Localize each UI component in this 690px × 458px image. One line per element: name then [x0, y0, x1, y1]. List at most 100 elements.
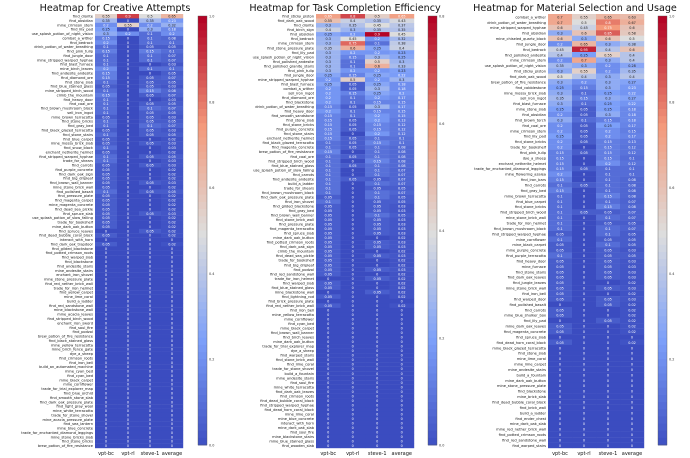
cell-value-label: 0.03	[168, 164, 176, 168]
cell-value-label: 0	[401, 363, 403, 367]
heatmap-cell	[340, 50, 366, 55]
cell-value-label: 0.05	[324, 241, 332, 245]
cell-value-label: 0.07	[168, 58, 176, 62]
colorbar-segment	[428, 309, 437, 317]
colorbar-segment	[428, 166, 437, 174]
cell-value-label: 0.2	[375, 132, 380, 136]
heatmap-cell	[572, 122, 597, 129]
row-label: find_purple_concrete	[276, 128, 314, 132]
heatmap-cell	[365, 158, 390, 164]
cell-value-label: 0	[127, 352, 129, 356]
heatmap-cell	[139, 206, 162, 212]
colorbar-segment	[198, 94, 207, 103]
heatmap-cell	[389, 267, 415, 272]
heatmap-cell	[596, 312, 621, 318]
heatmap-cell	[620, 30, 645, 36]
heatmap-cell	[95, 399, 118, 405]
heatmap-cell	[596, 73, 621, 80]
heatmap-cell	[139, 369, 162, 374]
row-label: find_brown_mushroom_block	[494, 227, 547, 231]
heatmap-cell	[389, 312, 415, 318]
row-label: mine_blue_concrete	[57, 427, 94, 431]
heatmap-cell	[340, 420, 366, 426]
heatmap-cell	[389, 23, 415, 28]
cell-value-label: 0.02	[628, 308, 636, 312]
cell-value-label: 0.1	[557, 184, 562, 188]
colorbar-segment	[658, 302, 667, 310]
row-label: find_black_glazed_terracotta	[41, 128, 93, 132]
heatmap-cell	[95, 189, 118, 194]
cell-value-label: 0.3	[375, 87, 380, 91]
cell-value-label: 0	[352, 173, 354, 177]
row-label: find_dead_horn_coral_block	[496, 341, 546, 345]
heatmap-cell	[572, 339, 597, 346]
heatmap-cell	[389, 221, 415, 227]
colorbar-segment	[198, 159, 207, 167]
heatmap-cell	[596, 350, 621, 356]
heatmap-cell	[316, 41, 341, 46]
cell-value-label: 0	[105, 304, 107, 308]
cell-value-label: 0.15	[102, 36, 110, 40]
cell-value-label: 0.02	[168, 242, 176, 246]
colorbar-tick-label: 0.0	[439, 444, 444, 448]
cell-value-label: 0.4	[557, 53, 562, 57]
heatmap-cell	[596, 247, 621, 253]
heatmap-cell	[572, 214, 597, 221]
colorbar-segment	[658, 352, 667, 360]
heatmap-cell	[139, 88, 162, 94]
heatmap-cell	[365, 181, 390, 186]
heatmap-cell	[316, 113, 341, 119]
cell-value-label: 0	[376, 376, 378, 380]
row-label: find_stripped_birch_wood	[500, 211, 546, 215]
heatmap-cell	[548, 138, 573, 145]
heatmap-cell	[620, 203, 645, 210]
colorbar-segment	[658, 201, 667, 210]
heatmap-cell	[316, 312, 341, 318]
heatmap-cell	[340, 303, 366, 309]
heatmap-cell	[161, 246, 184, 251]
cell-value-label: 0.05	[146, 128, 154, 132]
cell-value-label: 0	[171, 247, 173, 251]
heatmap-cell	[161, 408, 184, 414]
heatmap-cell	[316, 285, 341, 290]
heatmap-cell	[548, 106, 573, 112]
colorbar-segment	[428, 280, 437, 289]
cell-value-label: 0.2	[581, 80, 586, 84]
heatmap-cell	[139, 263, 162, 269]
heatmap-cell	[95, 184, 118, 190]
heatmap-cell	[572, 426, 597, 432]
cell-value-label: 0.05	[102, 234, 110, 238]
row-label: find_jungle_door	[516, 42, 546, 46]
heatmap-cell	[389, 380, 415, 385]
heatmap-cell	[572, 160, 597, 167]
cell-value-label: 0.43	[398, 19, 406, 23]
row-label: find_carrots	[525, 308, 546, 312]
cell-value-label: 0	[401, 327, 403, 331]
cell-value-label: 0.15	[324, 132, 332, 136]
cell-value-label: 0	[631, 379, 633, 383]
heatmap-cell	[117, 369, 140, 374]
heatmap-cell	[139, 399, 162, 405]
heatmap-cell	[572, 437, 597, 443]
heatmap-cell	[389, 63, 415, 69]
heatmap-cell	[572, 95, 597, 101]
cell-value-label: 0.05	[604, 265, 612, 269]
cell-value-label: 0	[352, 349, 354, 353]
cell-value-label: 0.5	[350, 78, 355, 82]
heatmap-cell	[620, 306, 645, 313]
cell-value-label: 0	[352, 159, 354, 163]
colorbar-segment	[198, 116, 207, 124]
heatmap-cell	[340, 289, 366, 295]
heatmap-cell	[572, 279, 597, 286]
heatmap-cell	[161, 325, 184, 330]
heatmap-cell	[389, 59, 415, 64]
cell-value-label: 0	[607, 292, 609, 296]
heatmap-cell	[389, 154, 415, 159]
row-label: find_gray_bed	[289, 209, 314, 213]
row-label: mine_stripped_warped_hyphae	[490, 26, 547, 30]
heatmap-cell	[139, 246, 162, 251]
cell-value-label: 0	[149, 273, 151, 277]
heatmap-cell	[389, 122, 415, 128]
heatmap-cell	[139, 66, 162, 72]
cell-value-label: 0	[171, 335, 173, 339]
